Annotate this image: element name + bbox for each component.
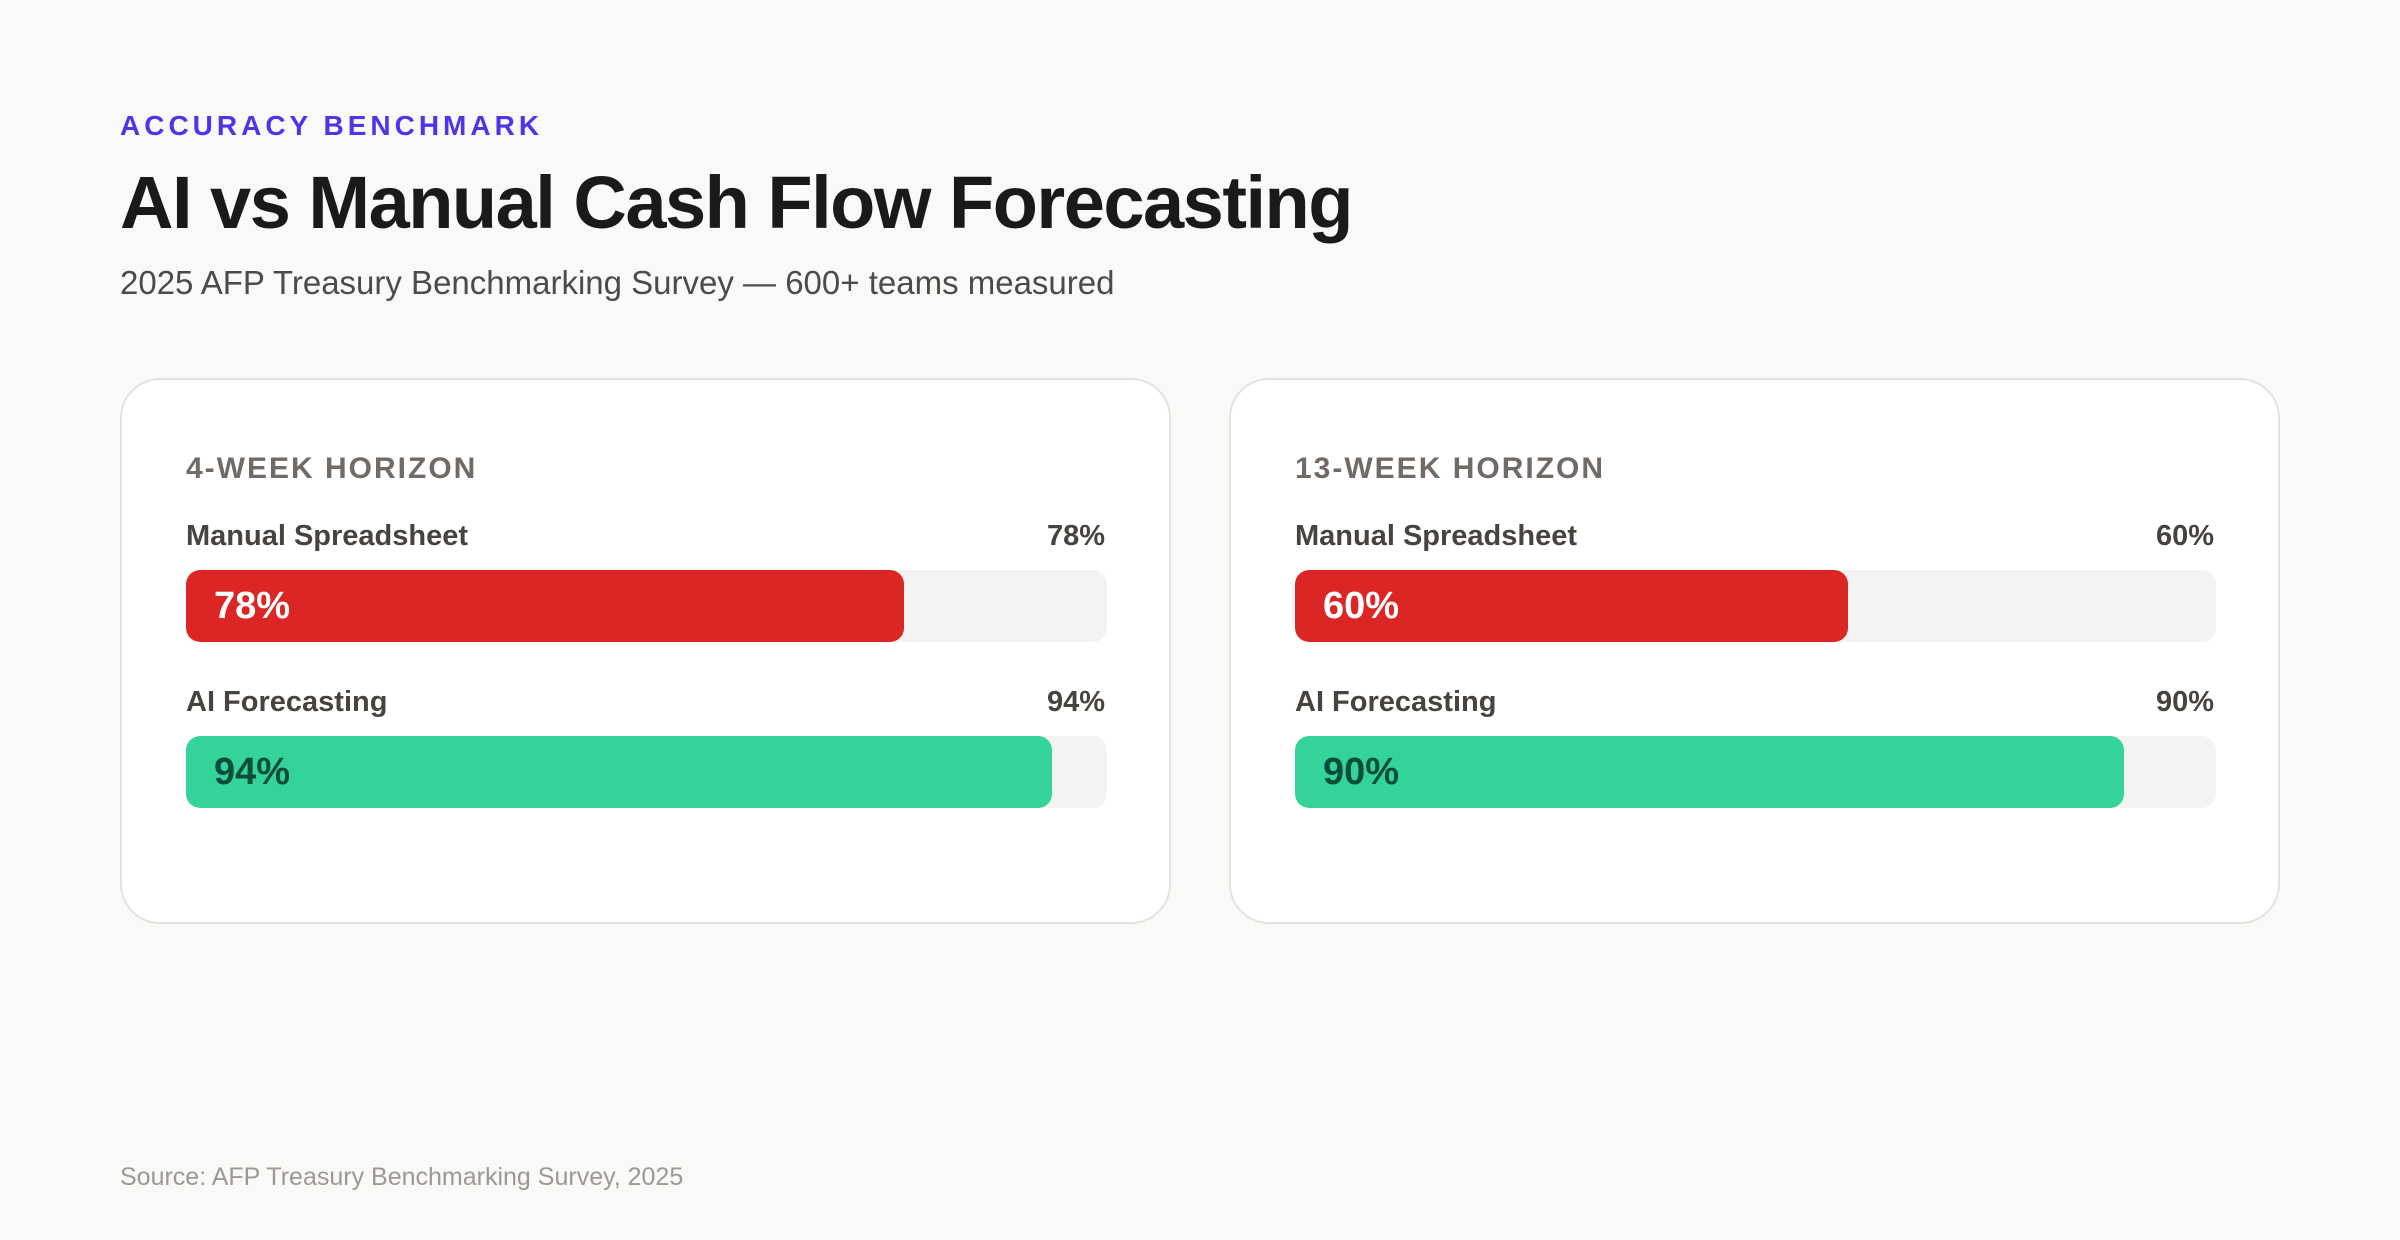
- bar-fill-label: 60%: [1323, 585, 1400, 627]
- bar-track: 94%: [186, 736, 1107, 808]
- source-note: Source: AFP Treasury Benchmarking Survey…: [120, 1163, 684, 1191]
- bar-fill-label: 94%: [214, 751, 291, 793]
- bar-value: 94%: [1046, 686, 1105, 718]
- bar-track: 60%: [1295, 570, 2216, 642]
- page-subtitle: 2025 AFP Treasury Benchmarking Survey — …: [120, 264, 1115, 301]
- chart-title: 13-WEEK HORIZON: [1295, 452, 1606, 485]
- bar-value: 60%: [2155, 520, 2214, 552]
- chart-title: 4-WEEK HORIZON: [186, 452, 478, 485]
- eyebrow-label: ACCURACY BENCHMARK: [120, 110, 544, 141]
- bar-fill-label: 90%: [1323, 751, 1400, 793]
- bar-value: 90%: [2155, 686, 2214, 718]
- bar-fill-ai: 94%: [186, 736, 1052, 808]
- chart-card-13-week: 13-WEEK HORIZON Manual Spreadsheet 60% 6…: [1229, 378, 2280, 924]
- bar-track: 90%: [1295, 736, 2216, 808]
- bar-label: AI Forecasting: [186, 686, 388, 718]
- chart-card-4-week: 4-WEEK HORIZON Manual Spreadsheet 78% 78…: [120, 378, 1171, 924]
- page-title: AI vs Manual Cash Flow Forecasting: [120, 161, 1353, 244]
- bar-label: AI Forecasting: [1295, 686, 1497, 718]
- bar-label: Manual Spreadsheet: [186, 520, 469, 552]
- bar-track: 78%: [186, 570, 1107, 642]
- bar-fill-manual: 78%: [186, 570, 905, 642]
- bar-fill-ai: 90%: [1295, 736, 2124, 808]
- bar-value: 78%: [1046, 520, 1105, 552]
- bar-fill-manual: 60%: [1295, 570, 1848, 642]
- bar-label: Manual Spreadsheet: [1295, 520, 1578, 552]
- bar-fill-label: 78%: [214, 585, 291, 627]
